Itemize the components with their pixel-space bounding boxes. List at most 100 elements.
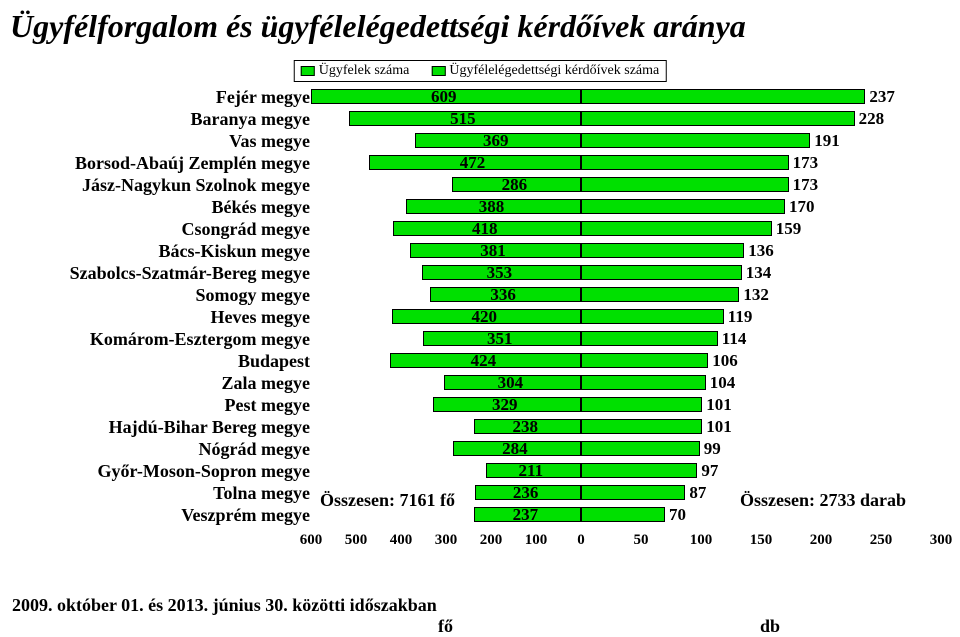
bar-right <box>581 419 702 434</box>
chart-row: Zala megye 304 104 <box>0 372 960 394</box>
category-label: Nógrád megye <box>10 438 310 460</box>
category-label: Veszprém megye <box>10 504 310 526</box>
bar-left-value: 420 <box>472 306 498 328</box>
bar-left-value: 369 <box>483 130 509 152</box>
bar-right-value: 99 <box>704 438 721 460</box>
bar-right <box>581 133 810 148</box>
chart-row: Győr-Moson-Sopron megye21197 <box>0 460 960 482</box>
x-tick-right: 100 <box>690 532 713 549</box>
bar-right-value: 70 <box>669 504 686 526</box>
bars-zone: 28499 <box>311 438 941 460</box>
bar-left-value: 304 <box>498 372 524 394</box>
bars-zone: 329101 <box>311 394 941 416</box>
bar-left-value: 381 <box>480 240 506 262</box>
category-label: Bács-Kiskun megye <box>10 240 310 262</box>
bar-right-value: 173 <box>793 152 819 174</box>
chart-row: Csongrád megye418159 <box>0 218 960 240</box>
bar-right-value: 170 <box>789 196 815 218</box>
bars-zone: 424 106 <box>311 350 941 372</box>
bar-right <box>581 353 708 368</box>
category-label: Tolna megye <box>10 482 310 504</box>
bar-right <box>581 309 724 324</box>
bar-left-value: 236 <box>513 482 539 504</box>
summary-right: Összesen: 2733 darab <box>740 490 906 511</box>
chart-row: Békés megye 388 170 <box>0 196 960 218</box>
bars-zone: 515 228 <box>311 108 941 130</box>
legend-swatch-left <box>301 66 315 76</box>
x-tick-right: 200 <box>810 532 833 549</box>
bar-right <box>581 507 665 522</box>
chart-row: Bács-Kiskun megye381136 <box>0 240 960 262</box>
bar-right <box>581 155 789 170</box>
bar-right-value: 114 <box>722 328 747 350</box>
bar-right <box>581 485 685 500</box>
bars-zone: 609237 <box>311 86 941 108</box>
legend: Ügyfelek száma Ügyfélelégedettségi kérdő… <box>294 60 667 82</box>
bar-right-value: 104 <box>710 372 736 394</box>
bars-zone: 353134 <box>311 262 941 284</box>
x-tick-right: 150 <box>750 532 773 549</box>
bar-right-value: 97 <box>701 460 718 482</box>
bars-zone: 420 119 <box>311 306 941 328</box>
bar-left-value: 351 <box>487 328 513 350</box>
bar-right-value: 87 <box>689 482 706 504</box>
bar-right-value: 191 <box>814 130 840 152</box>
page-title: Ügyfélforgalom és ügyfélelégedettségi ké… <box>0 0 960 51</box>
bar-left-value: 286 <box>502 174 528 196</box>
bars-zone: 286 173 <box>311 174 941 196</box>
bar-right <box>581 265 742 280</box>
chart-row: Fejér megye609237 <box>0 86 960 108</box>
chart-row: Vas megye 369 191 <box>0 130 960 152</box>
chart-row: Nógrád megye28499 <box>0 438 960 460</box>
bar-right <box>581 397 702 412</box>
category-label: Baranya megye <box>10 108 310 130</box>
bar-right-value: 106 <box>712 350 738 372</box>
bars-zone: 472 173 <box>311 152 941 174</box>
bar-right <box>581 243 744 258</box>
bar-left-value: 424 <box>471 350 497 372</box>
bar-right-value: 101 <box>706 416 732 438</box>
x-tick-left: 100 <box>525 532 548 549</box>
bars-zone: 351 114 <box>311 328 941 350</box>
summary-left: Összesen: 7161 fő <box>320 490 455 511</box>
legend-item-right: Ügyfélelégedettségi kérdőívek száma <box>425 61 665 81</box>
bar-right <box>581 177 789 192</box>
bar-right <box>581 221 772 236</box>
chart-row: Hajdú-Bihar Bereg megye238101 <box>0 416 960 438</box>
category-label: Csongrád megye <box>10 218 310 240</box>
bar-left-value: 515 <box>450 108 476 130</box>
bar-right <box>581 441 700 456</box>
bars-zone: 369 191 <box>311 130 941 152</box>
bar-right-value: 132 <box>743 284 769 306</box>
bar-right-value: 119 <box>728 306 753 328</box>
category-label: Zala megye <box>10 372 310 394</box>
x-tick-left: 500 <box>345 532 368 549</box>
bars-zone: 21197 <box>311 460 941 482</box>
category-label: Békés megye <box>10 196 310 218</box>
bar-right-value: 228 <box>859 108 885 130</box>
bar-left-value: 388 <box>479 196 505 218</box>
chart-row: Pest megye329101 <box>0 394 960 416</box>
bar-right-value: 159 <box>776 218 802 240</box>
bar-right-value: 173 <box>793 174 819 196</box>
legend-label-right: Ügyfélelégedettségi kérdőívek száma <box>449 63 659 79</box>
bar-right-value: 134 <box>746 262 772 284</box>
category-label: Budapest <box>10 350 310 372</box>
chart-row: Heves megye420119 <box>0 306 960 328</box>
x-tick-right: 50 <box>634 532 649 549</box>
category-label: Borsod-Abaúj Zemplén megye <box>10 152 310 174</box>
x-tick-left: 200 <box>480 532 503 549</box>
chart-row: Borsod-Abaúj Zemplén megye 472 173 <box>0 152 960 174</box>
x-tick-left: 400 <box>390 532 413 549</box>
bar-left-value: 472 <box>460 152 486 174</box>
x-tick-right: 300 <box>930 532 953 549</box>
bar-left-value: 329 <box>492 394 518 416</box>
chart-row: Somogy megye336132 <box>0 284 960 306</box>
x-tick-right: 250 <box>870 532 893 549</box>
bar-right <box>581 111 855 126</box>
bars-zone: 304 104 <box>311 372 941 394</box>
bars-zone: 388 170 <box>311 196 941 218</box>
category-label: Vas megye <box>10 130 310 152</box>
bar-right <box>581 199 785 214</box>
category-label: Hajdú-Bihar Bereg megye <box>10 416 310 438</box>
